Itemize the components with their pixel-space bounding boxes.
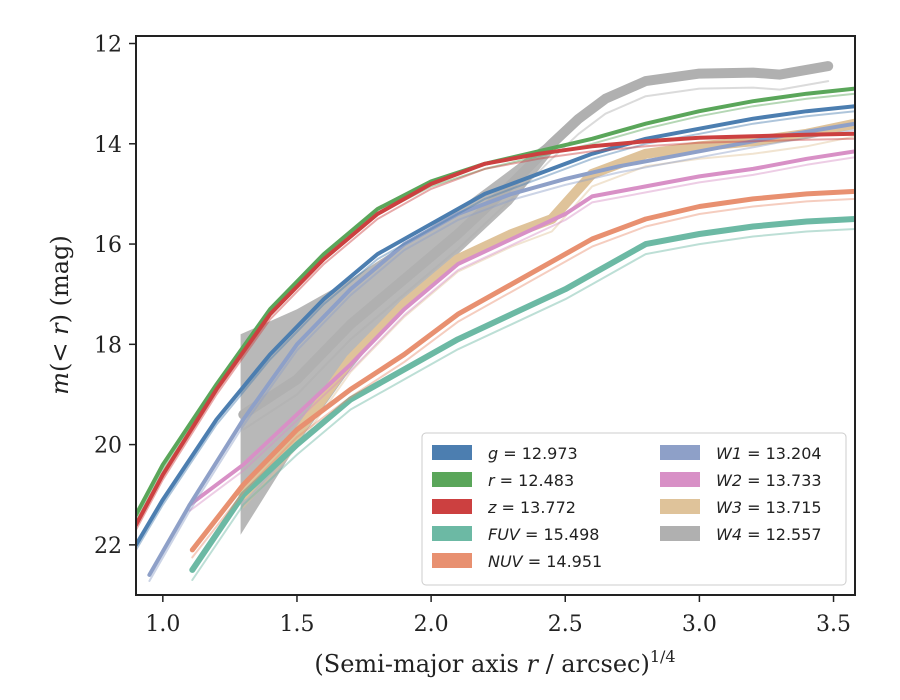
x-axis-label-sup: 1/4 — [650, 647, 676, 666]
legend-swatch — [432, 553, 472, 568]
y-axis-label: m(< r) (mag) — [46, 235, 74, 395]
x-tick-label: 2.0 — [414, 612, 449, 637]
legend-swatch — [660, 472, 700, 487]
series-line-fuv — [189, 216, 855, 573]
legend-entry-g: g = 12.973 — [488, 444, 578, 463]
series-model-line-z — [136, 137, 855, 531]
y-tick-label: 16 — [94, 233, 122, 258]
series-line-nuv — [189, 188, 855, 553]
y-axis-label-var2: r — [46, 322, 74, 335]
y-axis-label-close: ) — [46, 314, 74, 323]
y-tick-label: 22 — [94, 534, 122, 559]
legend-swatch — [432, 499, 472, 514]
legend-entry-w2: W2 = 13.733 — [716, 471, 822, 490]
x-tick-label: 1.0 — [145, 612, 180, 637]
legend-entry-w3: W3 = 13.715 — [716, 498, 822, 517]
series-model-line-nuv — [191, 197, 855, 559]
y-axis-label-lt: < — [46, 335, 74, 363]
legend: g = 12.973 r = 12.483 z = 13.772 FUV = 15.4… — [421, 432, 847, 586]
legend-entry-fuv: FUV = 15.498 — [488, 525, 599, 544]
series-line-g — [136, 104, 855, 547]
legend-swatch — [660, 499, 700, 514]
y-tick-label: 20 — [94, 434, 122, 459]
axes-frame — [135, 35, 856, 596]
x-tick-label: 3.5 — [816, 612, 851, 637]
series-model-line-w1 — [148, 128, 855, 582]
legend-entry-r: r = 12.483 — [488, 471, 574, 490]
y-tick-label: 14 — [94, 133, 122, 158]
x-axis-label-prefix: (Semi-major axis — [314, 650, 526, 678]
x-tick-label: 3.0 — [682, 612, 717, 637]
y-tick-label: 12 — [94, 33, 122, 58]
legend-entry-z: z = 13.772 — [487, 498, 576, 517]
y-axis-label-open: ( — [46, 363, 74, 372]
legend-entry-nuv: NUV = 14.951 — [488, 552, 602, 571]
series-line-w4 — [238, 61, 834, 420]
series-line-w2 — [187, 149, 855, 507]
legend-entry-w4: W4 = 12.557 — [716, 525, 822, 544]
legend-entry-w1: W1 = 13.204 — [716, 444, 822, 463]
plot-area — [136, 61, 855, 582]
legend-box — [421, 432, 847, 586]
x-tick-label: 1.5 — [279, 612, 314, 637]
x-axis-label-var: r — [526, 650, 539, 678]
series-model-line-fuv — [191, 228, 855, 581]
y-axis-label-unit: (mag) — [46, 235, 74, 314]
x-axis-label: (Semi-major axis r / arcsec)1/4 — [314, 647, 675, 678]
w4-uncertainty-band — [240, 138, 552, 535]
legend-swatch — [660, 445, 700, 460]
legend-swatch — [432, 526, 472, 541]
series-model-line-g — [136, 110, 855, 551]
series-model-line-w2 — [188, 156, 855, 512]
axis-ticks: 1.0 1.5 2.0 2.5 3.0 3.5 12 14 16 18 20 22 — [94, 33, 851, 637]
series-line-z — [136, 131, 855, 527]
y-tick-label: 18 — [94, 333, 122, 358]
x-tick-label: 2.5 — [548, 612, 583, 637]
x-axis-label-mid: / arcsec) — [538, 650, 650, 678]
legend-swatch — [432, 445, 472, 460]
legend-swatch — [660, 526, 700, 541]
series-model-line-w3 — [242, 135, 855, 509]
legend-swatch — [432, 472, 472, 487]
y-axis-label-var: m — [46, 372, 74, 395]
series-line-w1 — [147, 121, 855, 577]
